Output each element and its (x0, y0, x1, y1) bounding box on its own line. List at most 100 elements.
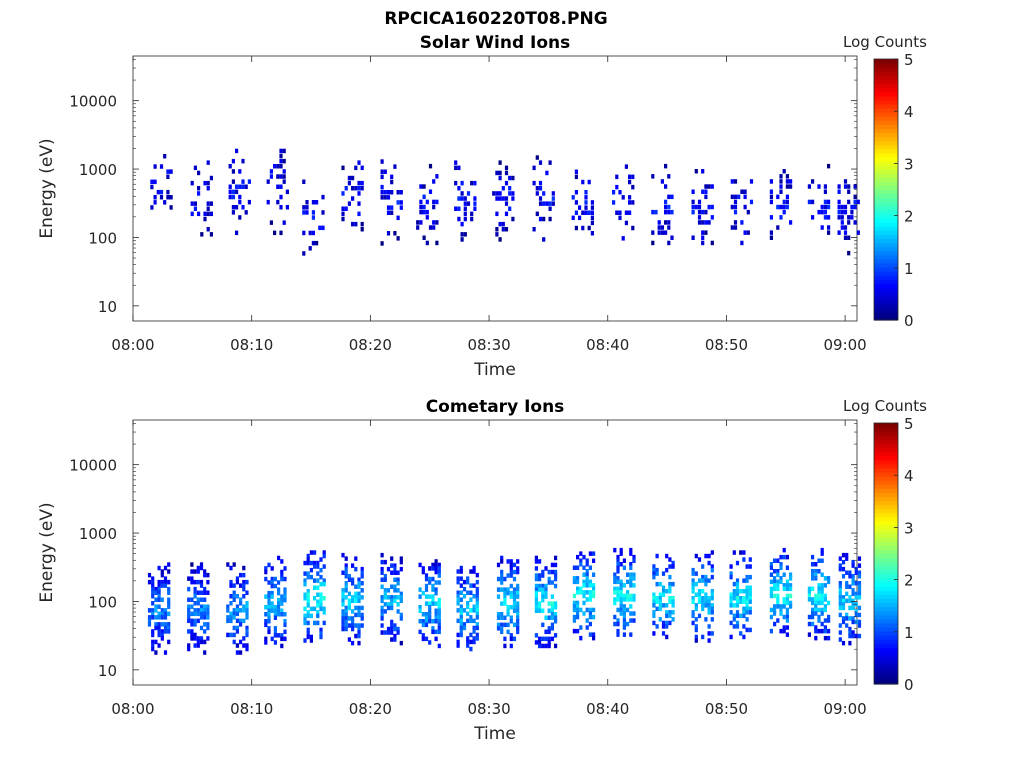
colorbar-swatch (874, 218, 898, 223)
spectrogram-cell (380, 623, 384, 628)
spectrogram-cell (309, 606, 313, 612)
spectrogram-cell (239, 583, 243, 588)
spectrogram-cell (383, 609, 387, 614)
spectrogram-cell (814, 628, 818, 634)
spectrogram-cell (159, 195, 164, 200)
spectrogram-cell (779, 184, 783, 189)
spectrogram-cell (579, 625, 583, 630)
spectrogram-cell (748, 596, 752, 601)
spectrogram-cell (652, 574, 656, 580)
spectrogram-cell (319, 603, 323, 608)
spectrogram-cell (506, 608, 510, 613)
spectrogram-cell (280, 636, 284, 642)
colorbar-swatch (874, 165, 898, 170)
spectrogram-cell (197, 211, 201, 217)
spectrogram-cell (739, 589, 743, 594)
spectrogram-cell (585, 569, 589, 574)
spectrogram-cell (584, 200, 588, 205)
spectrogram-cell (616, 597, 620, 602)
spectrogram-cell (823, 635, 827, 641)
spectrogram-cell (628, 179, 632, 185)
spectrogram-cell (357, 595, 361, 600)
spectrogram-cell (425, 215, 429, 220)
spectrogram-cell (431, 594, 435, 599)
spectrogram-cell (341, 552, 345, 558)
spectrogram-cell (811, 611, 815, 616)
spectrogram-cell (854, 595, 858, 600)
spectrogram-cell (247, 199, 251, 205)
spectrogram-cell (733, 209, 738, 215)
spectrogram-cell (735, 560, 740, 566)
spectrogram-cell (585, 625, 589, 630)
spectrogram-cell (843, 235, 848, 240)
spectrogram-cell (576, 579, 580, 585)
spectrogram-cell (187, 586, 191, 592)
spectrogram-cell (386, 190, 391, 195)
spectrogram-cell (710, 550, 714, 555)
spectrogram-cell (701, 589, 705, 594)
spectrogram-cell (694, 606, 698, 612)
spectrogram-cell (380, 552, 384, 558)
y-tick-label: 1000 (79, 161, 117, 179)
spectrogram-cell (668, 613, 672, 619)
spectrogram-cell (701, 564, 705, 569)
spectrogram-cell (422, 204, 426, 210)
spectrogram-cell (242, 594, 246, 599)
spectrogram-cell (827, 579, 831, 585)
colorbar-swatch (874, 250, 898, 256)
spectrogram-cell (187, 646, 191, 652)
spectrogram-cell (845, 581, 849, 586)
spectrogram-cell (742, 624, 746, 629)
spectrogram-cell (843, 230, 848, 235)
colorbar-swatch (874, 213, 898, 219)
spectrogram-cell (619, 593, 623, 599)
spectrogram-cell (697, 596, 702, 601)
spectrogram-cell (396, 190, 400, 195)
spectrogram-cell (500, 573, 504, 578)
spectrogram-cell (322, 553, 326, 559)
spectrogram-cell (665, 567, 669, 573)
spectrogram-cell (428, 594, 432, 599)
spectrogram-cell (707, 596, 711, 601)
spectrogram-cell (357, 160, 361, 165)
spectrogram-cell (354, 633, 358, 639)
spectrogram-cell (166, 189, 170, 195)
spectrogram-cell (584, 190, 588, 195)
spectrogram-cell (503, 587, 507, 592)
spectrogram-cell (277, 605, 281, 610)
spectrogram-cell (303, 596, 307, 601)
spectrogram-cell (190, 611, 194, 617)
spectrogram-cell (419, 184, 423, 189)
spectrogram-cell (273, 230, 277, 236)
spectrogram-cell (501, 186, 505, 191)
spectrogram-cell (306, 599, 310, 604)
spectrogram-cell (668, 599, 672, 604)
spectrogram-cell (671, 617, 675, 622)
spectrogram-cell (582, 579, 586, 585)
spectrogram-cell (588, 590, 592, 595)
spectrogram-cell (273, 608, 277, 613)
spectrogram-cell (509, 619, 513, 624)
spectrogram-cell (431, 626, 435, 631)
spectrogram-cell (730, 204, 734, 210)
spectrogram-cell (437, 615, 441, 620)
spectrogram-cell (242, 608, 246, 613)
colorbar-swatch (874, 279, 898, 284)
spectrogram-cell (851, 598, 855, 604)
spectrogram-cell (847, 199, 851, 205)
spectrogram-cell (538, 201, 543, 206)
spectrogram-cell (357, 180, 361, 186)
spectrogram-cell (739, 596, 743, 601)
y-tick-label: 100 (88, 593, 117, 611)
spectrogram-cell (629, 547, 633, 553)
spectrogram-cell (661, 624, 666, 629)
spectrogram-cell (206, 625, 210, 631)
spectrogram-cell (857, 612, 862, 618)
spectrogram-cell (854, 633, 858, 639)
spectrogram-cell (622, 632, 626, 637)
spectrogram-cell (282, 179, 286, 184)
spectrogram-cell (386, 605, 391, 611)
spectrogram-cell (748, 564, 752, 569)
spectrogram-cell (665, 553, 669, 559)
spectrogram-cell (547, 576, 551, 582)
